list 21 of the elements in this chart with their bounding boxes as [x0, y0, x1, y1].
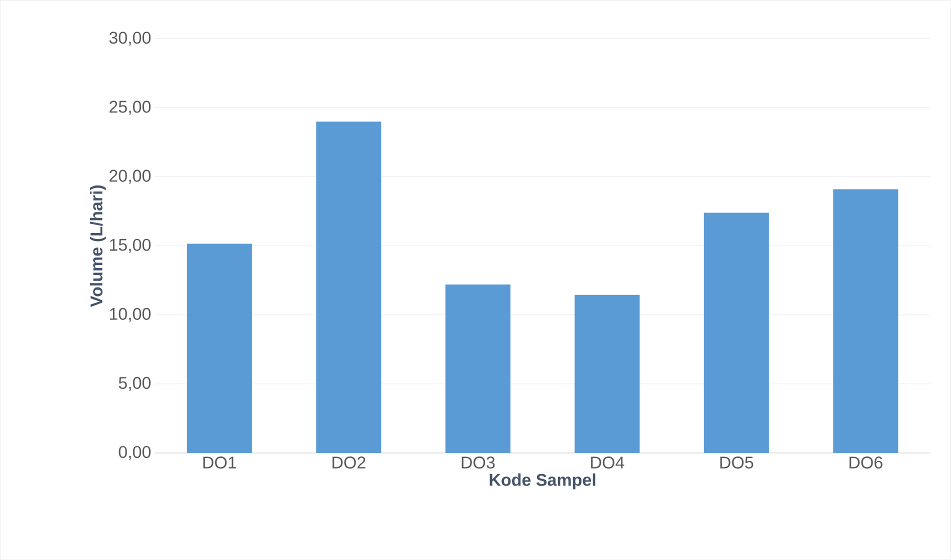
y-tick-label: 20,00	[110, 170, 151, 184]
y-tick-label: 5,00	[118, 377, 151, 392]
x-tick-label: DO2	[332, 456, 366, 469]
bar	[316, 122, 382, 454]
bar	[574, 294, 640, 454]
x-tick-label: DO5	[720, 456, 754, 469]
x-tick-label: DO4	[591, 456, 624, 469]
bar	[186, 244, 252, 454]
y-tick-label: 30,00	[109, 32, 151, 46]
x-tick-label: DO3	[462, 456, 495, 469]
y-tick-label: 25,00	[110, 100, 151, 115]
bar	[833, 189, 898, 454]
bar	[445, 284, 510, 454]
x-tick-label: DO1	[203, 456, 236, 469]
x-axis-title: Kode Sampel	[490, 474, 596, 490]
y-tick-label: 0,00	[118, 446, 151, 460]
y-axis-title: Volume (L/hari)	[90, 186, 106, 308]
bar	[704, 212, 769, 454]
y-tick-label: 15,00	[110, 238, 151, 254]
y-tick-label: 10,00	[110, 308, 151, 322]
x-tick-label: DO6	[850, 456, 882, 469]
